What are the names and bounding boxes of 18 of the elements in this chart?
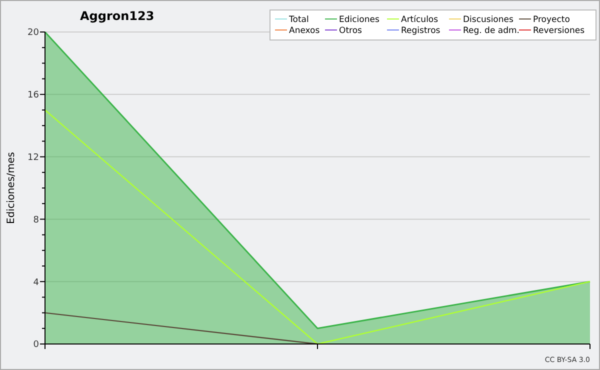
legend-label: Ediciones (339, 14, 380, 25)
legend-label: Otros (339, 26, 363, 36)
y-tick-label: 16 (28, 90, 40, 101)
legend-label: Total (288, 14, 309, 25)
legend-label: Anexos (289, 26, 320, 36)
legend-label: Reg. de adm. (463, 26, 520, 36)
y-tick-label: 8 (33, 215, 40, 226)
y-tick-label: 0 (33, 340, 40, 350)
legend-label: Reversiones (533, 26, 586, 36)
legend-label: Discusiones (463, 14, 514, 25)
y-tick-label: 4 (33, 278, 40, 288)
y-tick-label: 20 (28, 28, 40, 38)
legend-label: Proyecto (533, 14, 570, 25)
y-tick-label: 12 (28, 152, 39, 163)
legend-label: Registros (401, 26, 441, 36)
legend-label: Artículos (401, 14, 439, 25)
y-axis-title: Ediciones/mes (6, 152, 17, 224)
chart-title: Aggron123 (80, 9, 154, 23)
